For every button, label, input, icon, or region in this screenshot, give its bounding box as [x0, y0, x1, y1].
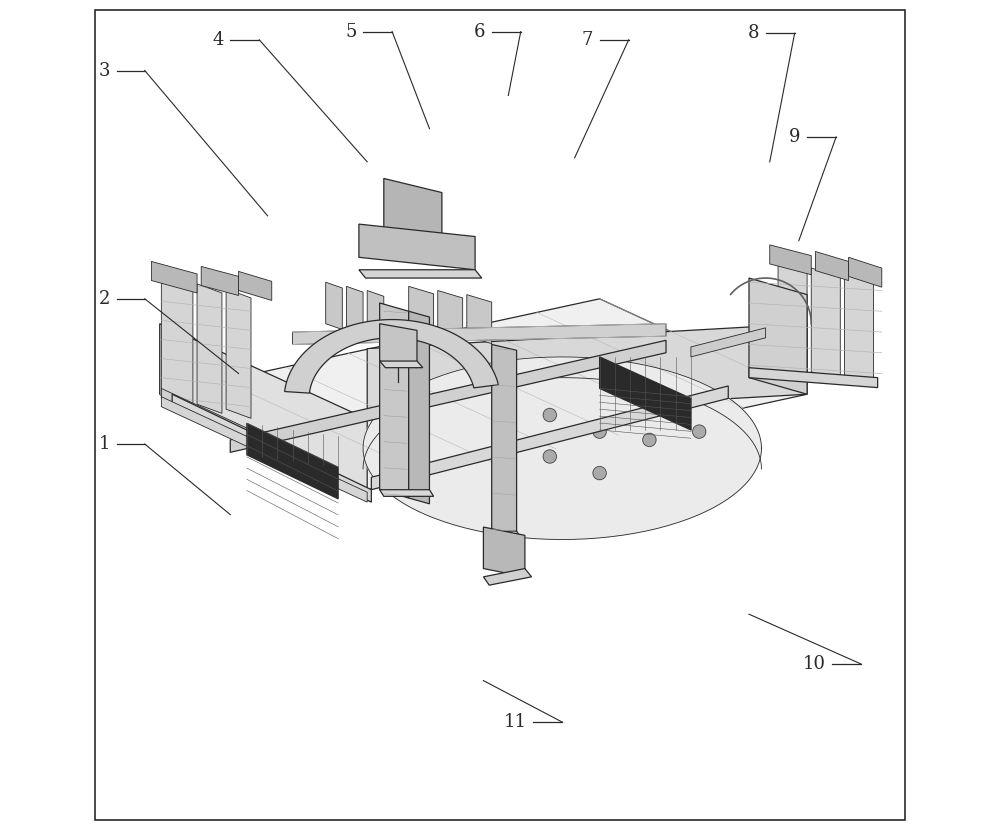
- Polygon shape: [691, 328, 766, 357]
- Polygon shape: [226, 289, 251, 418]
- Polygon shape: [367, 290, 384, 338]
- Polygon shape: [160, 299, 807, 490]
- Polygon shape: [230, 340, 666, 452]
- Polygon shape: [380, 303, 409, 498]
- Circle shape: [493, 425, 507, 438]
- Text: 7: 7: [582, 31, 593, 49]
- Polygon shape: [380, 324, 417, 368]
- Polygon shape: [160, 324, 367, 490]
- Polygon shape: [384, 178, 442, 247]
- Circle shape: [593, 466, 606, 480]
- Polygon shape: [770, 245, 811, 275]
- Circle shape: [643, 433, 656, 447]
- Polygon shape: [467, 295, 492, 344]
- Polygon shape: [811, 268, 840, 380]
- Polygon shape: [409, 311, 429, 504]
- Text: 3: 3: [98, 61, 110, 80]
- Circle shape: [493, 466, 507, 480]
- Polygon shape: [247, 423, 338, 499]
- Circle shape: [543, 450, 556, 463]
- Polygon shape: [849, 257, 882, 287]
- Polygon shape: [292, 324, 666, 344]
- Polygon shape: [371, 386, 728, 490]
- Polygon shape: [492, 344, 517, 537]
- Polygon shape: [384, 247, 449, 256]
- Polygon shape: [172, 394, 371, 502]
- Polygon shape: [161, 397, 367, 502]
- Polygon shape: [778, 261, 807, 374]
- Polygon shape: [359, 270, 482, 278]
- Circle shape: [593, 425, 606, 438]
- Text: 8: 8: [747, 24, 759, 42]
- Text: 1: 1: [98, 435, 110, 453]
- Polygon shape: [201, 266, 239, 295]
- Polygon shape: [380, 361, 423, 368]
- Text: 10: 10: [802, 655, 825, 673]
- Text: 9: 9: [789, 128, 800, 146]
- Circle shape: [543, 408, 556, 422]
- Polygon shape: [749, 278, 807, 394]
- Polygon shape: [161, 388, 263, 446]
- Polygon shape: [492, 531, 521, 538]
- Polygon shape: [380, 490, 434, 496]
- Polygon shape: [600, 357, 691, 430]
- Polygon shape: [363, 357, 761, 540]
- Polygon shape: [844, 274, 874, 386]
- Polygon shape: [438, 290, 463, 339]
- Text: 5: 5: [345, 22, 356, 41]
- Polygon shape: [749, 368, 878, 388]
- Polygon shape: [483, 527, 525, 577]
- Polygon shape: [367, 324, 807, 419]
- Text: 2: 2: [99, 290, 110, 308]
- Polygon shape: [197, 284, 222, 413]
- Polygon shape: [239, 271, 272, 300]
- Circle shape: [693, 425, 706, 438]
- Polygon shape: [815, 251, 849, 281]
- Polygon shape: [285, 320, 498, 393]
- Polygon shape: [483, 569, 532, 585]
- Text: 6: 6: [474, 22, 485, 41]
- Polygon shape: [346, 286, 363, 334]
- Polygon shape: [161, 278, 193, 409]
- Polygon shape: [326, 282, 342, 330]
- Polygon shape: [359, 224, 475, 270]
- Polygon shape: [151, 261, 197, 293]
- Text: 4: 4: [212, 31, 224, 49]
- Polygon shape: [409, 286, 434, 335]
- Text: 11: 11: [504, 713, 527, 731]
